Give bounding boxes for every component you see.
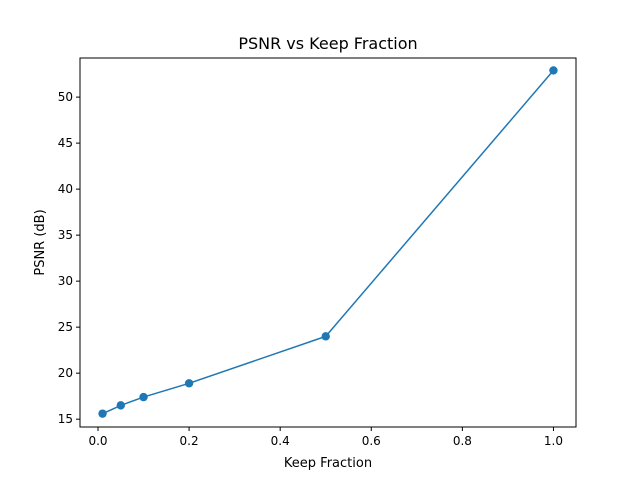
axes-frame [79,57,577,428]
plot-area [79,57,577,428]
data-point [139,392,148,402]
chart-title: PSNR vs Keep Fraction [238,34,417,53]
y-axis-label: PSNR (dB) [33,209,48,275]
x-tick-label: 0.8 [453,434,472,448]
data-point [98,409,107,418]
data-point [321,332,330,341]
y-ticks: 15 20 25 30 35 40 45 50 [58,90,80,426]
x-axis-label: Keep Fraction [284,456,372,471]
x-tick-label: 0.0 [88,434,107,448]
x-tick-label: 0.6 [362,434,381,448]
y-tick-label: 25 [58,320,73,334]
x-ticks: 0.0 0.2 0.4 0.6 0.8 1.0 [88,427,563,448]
data-point [116,401,125,410]
y-tick-label: 50 [58,90,73,104]
x-tick-label: 0.4 [271,434,290,448]
data-point [549,66,558,75]
data-point [184,379,194,388]
y-tick-label: 30 [58,274,73,288]
y-tick-label: 20 [58,366,73,380]
y-tick-label: 45 [58,136,73,150]
y-tick-label: 35 [58,228,73,242]
y-tick-label: 40 [58,182,73,196]
y-tick-label: 15 [58,412,73,426]
x-tick-label: 1.0 [544,434,563,448]
series-layer [98,66,558,418]
x-tick-label: 0.2 [180,434,199,448]
